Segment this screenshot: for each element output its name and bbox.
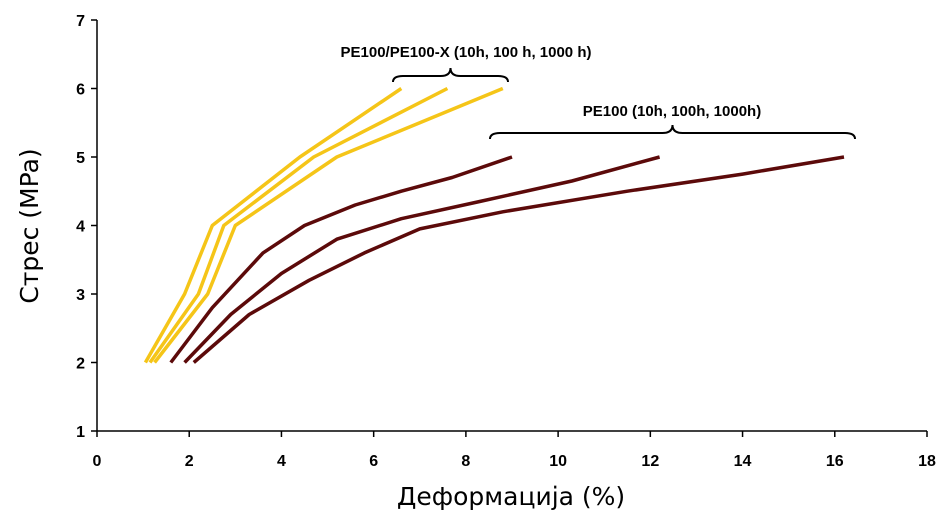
annotation-label-pe100: PE100 (10h, 100h, 1000h) [583, 103, 761, 120]
annotation-brace-pe100-pe100x [392, 67, 509, 83]
series-line-pe100-6 [192, 155, 845, 364]
y-tick-label: 2 [76, 356, 85, 373]
y-tick-label: 3 [76, 287, 85, 304]
y-tick-label: 4 [76, 219, 85, 236]
series-line-pe100-5 [183, 155, 661, 364]
y-axis-title: Стрес (MPa) [15, 148, 44, 303]
x-tick-label: 6 [369, 453, 378, 470]
annotations: PE100/PE100-X (10h, 100 h, 1000 h) PE100… [341, 44, 856, 140]
x-tick-label: 10 [549, 453, 567, 470]
series-line-pe100-4 [169, 155, 513, 364]
x-tick-label: 14 [734, 453, 752, 470]
x-tick-label: 8 [461, 453, 470, 470]
y-tick-label: 6 [76, 82, 85, 99]
annotation-brace-pe100 [489, 124, 856, 140]
x-axis-title: Деформација (%) [397, 482, 625, 511]
y-tick-label: 7 [76, 13, 85, 30]
axes [96, 20, 927, 432]
series-layer [143, 86, 845, 364]
y-tick-label: 1 [76, 424, 85, 441]
x-tick-label: 12 [641, 453, 659, 470]
series-line-pe100x-3 [153, 86, 504, 364]
x-tick-label: 0 [93, 453, 102, 470]
annotation-label-pe100-pe100x: PE100/PE100-X (10h, 100 h, 1000 h) [341, 44, 592, 61]
series-line-pe100x-2 [148, 86, 449, 364]
y-tick-label: 5 [76, 150, 85, 167]
x-tick-label: 4 [277, 453, 286, 470]
series-line-pe100x-1 [143, 87, 403, 364]
x-tick-label: 18 [918, 453, 936, 470]
x-tick-label: 16 [826, 453, 844, 470]
x-tick-label: 2 [185, 453, 194, 470]
